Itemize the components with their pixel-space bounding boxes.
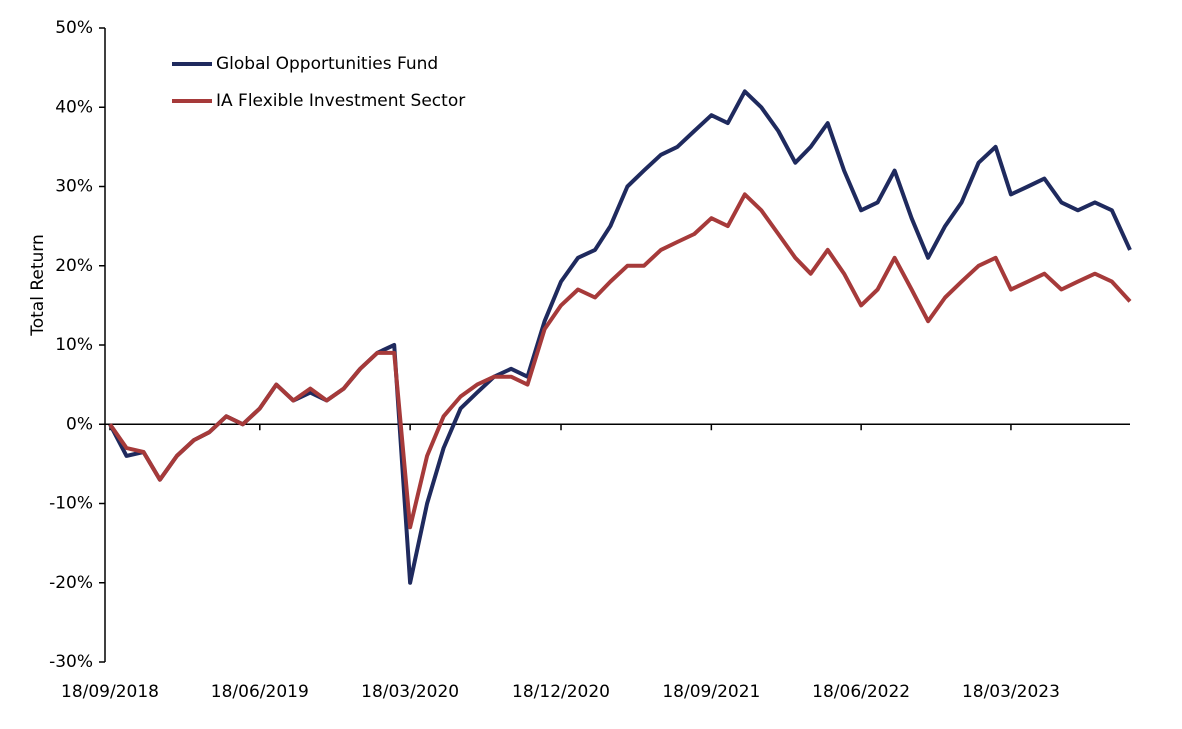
series-line bbox=[108, 89, 1132, 585]
y-tick-label: -30% bbox=[49, 652, 93, 672]
x-tick-label: 18/06/2022 bbox=[812, 682, 910, 702]
x-tick-label: 18/03/2020 bbox=[361, 682, 459, 702]
y-tick-label: 30% bbox=[55, 177, 93, 197]
y-tick-label: 40% bbox=[55, 97, 93, 117]
x-tick-label: 18/12/2020 bbox=[512, 682, 610, 702]
x-tick-label: 18/06/2019 bbox=[211, 682, 309, 702]
y-tick-label: 20% bbox=[55, 256, 93, 276]
y-tick-label: -20% bbox=[49, 573, 93, 593]
y-axis-label: Total Return bbox=[28, 234, 48, 337]
x-tick-label: 18/03/2023 bbox=[962, 682, 1060, 702]
x-tick-label: 18/09/2021 bbox=[662, 682, 760, 702]
y-tick-label: 50% bbox=[55, 18, 93, 38]
y-tick-label: 0% bbox=[66, 414, 93, 434]
y-tick-label: -10% bbox=[49, 494, 93, 514]
legend-label: Global Opportunities Fund bbox=[216, 54, 438, 74]
x-tick-label: 18/09/2018 bbox=[61, 682, 159, 702]
y-tick-label: 10% bbox=[55, 335, 93, 355]
series-line bbox=[108, 192, 1132, 530]
legend-label: IA Flexible Investment Sector bbox=[216, 91, 465, 111]
